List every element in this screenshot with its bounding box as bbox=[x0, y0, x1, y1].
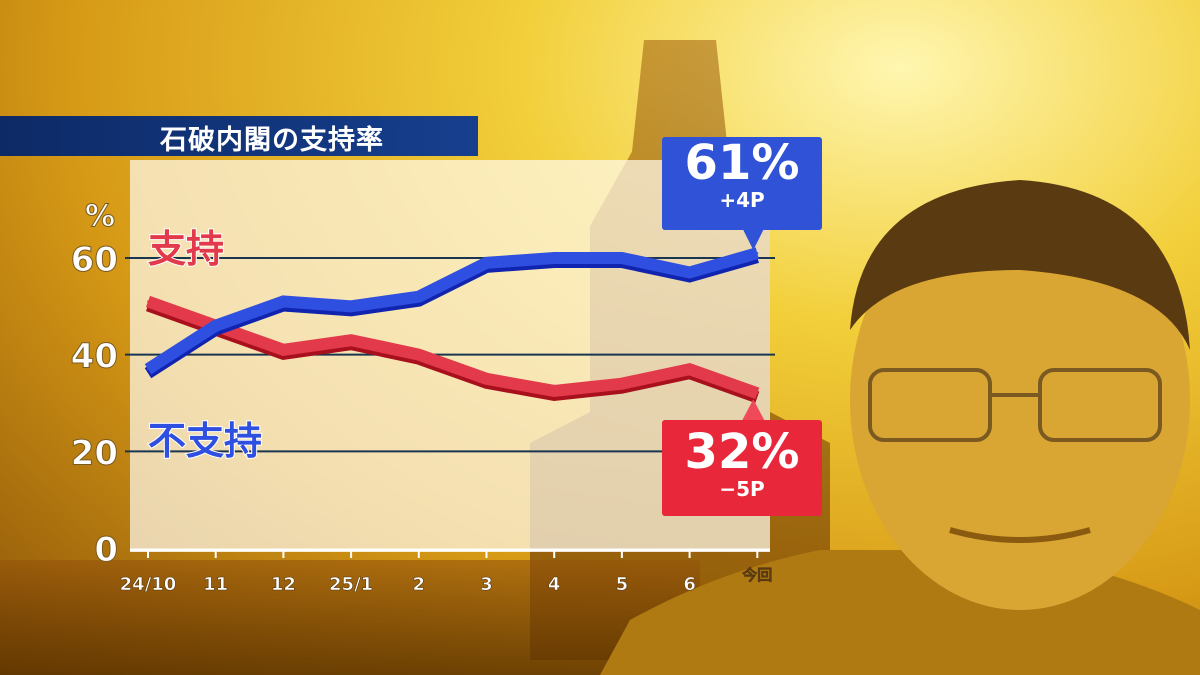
data-point bbox=[417, 295, 420, 298]
y-tick-label: 60 bbox=[71, 240, 118, 280]
y-tick-label: 20 bbox=[71, 433, 118, 473]
approve-callout-pointer bbox=[741, 399, 766, 422]
prime-minister-photo bbox=[600, 180, 1200, 675]
data-point bbox=[688, 368, 691, 371]
disapprove-callout: 61% +4P bbox=[662, 137, 822, 230]
approve-change: −5P bbox=[719, 477, 765, 501]
data-point bbox=[756, 392, 759, 395]
data-point bbox=[214, 324, 217, 327]
y-tick-label: 0 bbox=[94, 530, 118, 570]
x-tick-label: 3 bbox=[480, 574, 493, 595]
data-point bbox=[485, 377, 488, 380]
data-point bbox=[620, 257, 623, 259]
data-point bbox=[147, 368, 149, 371]
data-point bbox=[350, 305, 353, 308]
x-tick-label: 2 bbox=[413, 574, 426, 595]
data-point bbox=[620, 382, 623, 385]
x-tick-label: 4 bbox=[548, 574, 561, 595]
disapprove-value: 61% bbox=[684, 135, 800, 191]
legend-approve: 支持 bbox=[147, 226, 225, 272]
data-point bbox=[756, 252, 759, 255]
x-tick-label: 25/1 bbox=[329, 574, 373, 595]
y-axis-unit: % bbox=[85, 199, 115, 234]
x-tick-label: 今回 bbox=[741, 566, 772, 584]
data-point bbox=[350, 339, 353, 342]
y-tick-label: 40 bbox=[71, 337, 118, 377]
data-point bbox=[553, 257, 556, 259]
data-point bbox=[553, 389, 556, 392]
data-point bbox=[147, 300, 149, 303]
chart-title: 石破内閣の支持率 bbox=[160, 125, 384, 156]
disapprove-change: +4P bbox=[719, 188, 765, 212]
data-point bbox=[282, 348, 285, 351]
data-point bbox=[417, 353, 420, 356]
background-ground bbox=[0, 560, 700, 675]
approve-line bbox=[145, 295, 760, 399]
data-point bbox=[688, 271, 691, 274]
disapprove-callout-pointer bbox=[743, 230, 764, 251]
approve-value: 32% bbox=[684, 424, 800, 480]
disapprove-line bbox=[144, 247, 759, 375]
x-tick-label: 5 bbox=[616, 574, 629, 595]
x-tick-label: 24/10 bbox=[120, 574, 177, 595]
x-tick-label: 11 bbox=[203, 574, 228, 595]
approve-callout: 32% −5P bbox=[662, 420, 822, 516]
title-bar bbox=[0, 116, 478, 156]
data-point bbox=[282, 300, 285, 303]
data-point bbox=[485, 261, 488, 264]
x-tick-label: 12 bbox=[271, 574, 296, 595]
x-tick-label: 6 bbox=[683, 574, 696, 595]
legend-disapprove: 不支持 bbox=[147, 418, 263, 464]
